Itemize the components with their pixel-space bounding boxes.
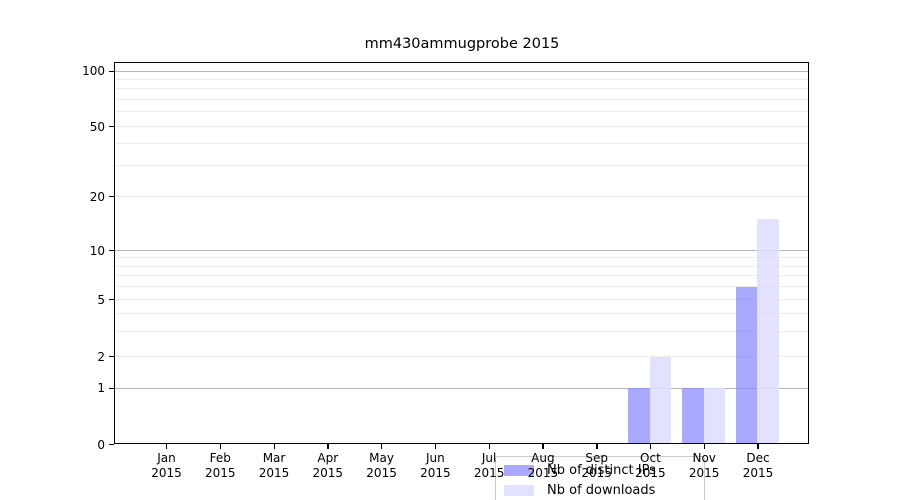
gridline-minor-5 bbox=[115, 299, 808, 300]
plot-area: Nb of distinct IPs Nb of downloads bbox=[114, 62, 809, 500]
x-tick-month: Nov bbox=[692, 451, 716, 465]
y-tick-label-100: 100 bbox=[82, 64, 105, 78]
y-tick-1 bbox=[109, 387, 114, 389]
legend-swatch-distinct-ips bbox=[504, 464, 534, 476]
bar-ips-nov bbox=[682, 388, 704, 443]
x-tick-month: Jun bbox=[425, 451, 445, 465]
gridline-minor-60 bbox=[115, 111, 808, 113]
x-tick-dec bbox=[757, 444, 759, 449]
x-tick-label-jan: Jan 2015 bbox=[127, 451, 207, 481]
gridline-minor-3 bbox=[115, 330, 808, 332]
x-tick-year: 2015 bbox=[366, 466, 397, 480]
gridline-major-10 bbox=[115, 250, 808, 251]
y-tick-label-1: 1 bbox=[97, 381, 105, 395]
x-tick-label-apr: Apr 2015 bbox=[288, 451, 368, 481]
y-tick-20 bbox=[109, 196, 114, 198]
y-tick-10 bbox=[109, 250, 114, 252]
y-tick-label-10: 10 bbox=[89, 243, 105, 258]
y-tick-0 bbox=[109, 444, 114, 446]
legend-entry-downloads: Nb of downloads bbox=[496, 480, 704, 500]
y-tick-2 bbox=[109, 356, 114, 358]
x-tick-month: Oct bbox=[640, 451, 661, 465]
gridline-minor-30 bbox=[115, 165, 808, 167]
x-tick-mar bbox=[273, 444, 275, 449]
x-tick-year: 2015 bbox=[635, 466, 666, 480]
bar-ips-oct bbox=[628, 388, 650, 443]
x-tick-month: Jan bbox=[157, 451, 176, 465]
y-tick-5 bbox=[109, 299, 114, 301]
bar-ips-dec bbox=[735, 286, 758, 443]
x-tick-label-jun: Jun 2015 bbox=[395, 451, 475, 481]
gridline-minor-4 bbox=[115, 312, 808, 314]
gridline-minor-2 bbox=[115, 356, 808, 357]
gridline-minor-6 bbox=[115, 286, 808, 288]
chart-title: mm430ammugprobe 2015 bbox=[364, 36, 560, 52]
x-tick-year: 2015 bbox=[688, 466, 720, 480]
y-tick-50 bbox=[109, 126, 114, 128]
gridline-major-1 bbox=[115, 387, 808, 389]
x-tick-apr bbox=[327, 444, 329, 449]
x-tick-year: 2015 bbox=[258, 466, 290, 480]
x-tick-sep bbox=[596, 444, 598, 449]
y-tick-label-5: 5 bbox=[97, 292, 105, 307]
x-tick-year: 2015 bbox=[151, 466, 182, 480]
legend-label-distinct-ips: Nb of distinct IPs bbox=[547, 462, 656, 478]
gridline-minor-40 bbox=[115, 143, 808, 145]
x-tick-year: 2015 bbox=[581, 466, 612, 480]
x-tick-label-aug: Aug 2015 bbox=[503, 451, 583, 481]
y-tick-100 bbox=[109, 70, 114, 72]
legend-swatch-downloads bbox=[504, 484, 534, 496]
gridline-minor-9 bbox=[115, 257, 808, 259]
x-tick-jan bbox=[166, 444, 168, 449]
gridline-minor-8 bbox=[115, 265, 808, 267]
x-tick-month: Jul bbox=[481, 451, 497, 465]
x-tick-year: 2015 bbox=[742, 466, 774, 480]
legend: Nb of distinct IPs Nb of downloads bbox=[495, 456, 705, 500]
y-tick-label-50: 50 bbox=[89, 119, 105, 134]
gridline-minor-50 bbox=[115, 126, 808, 127]
bar-downloads-nov bbox=[703, 388, 726, 443]
x-tick-month: Sep bbox=[585, 451, 608, 465]
gridline-minor-20 bbox=[115, 196, 808, 197]
x-tick-jul bbox=[488, 444, 490, 449]
x-tick-label-dec: Dec 2015 bbox=[718, 451, 798, 481]
x-tick-month: Feb bbox=[209, 451, 231, 465]
x-tick-label-nov: Nov 2015 bbox=[664, 451, 744, 481]
gridline-minor-70 bbox=[115, 99, 808, 101]
x-tick-jun bbox=[434, 444, 437, 449]
x-tick-month: May bbox=[369, 451, 394, 465]
x-tick-month: Dec bbox=[746, 451, 770, 465]
x-tick-year: 2015 bbox=[204, 466, 236, 480]
y-tick-label-20: 20 bbox=[89, 189, 105, 204]
x-tick-year: 2015 bbox=[420, 466, 451, 480]
legend-entry-distinct-ips: Nb of distinct IPs bbox=[496, 460, 704, 480]
x-tick-year: 2015 bbox=[473, 466, 505, 480]
x-tick-year: 2015 bbox=[312, 466, 344, 480]
bar-downloads-dec bbox=[757, 218, 779, 443]
x-tick-label-jul: Jul 2015 bbox=[449, 451, 529, 481]
gridline-minor-90 bbox=[115, 78, 808, 80]
x-tick-oct bbox=[649, 444, 652, 449]
x-tick-label-feb: Feb 2015 bbox=[180, 451, 260, 481]
gridline-minor-80 bbox=[115, 88, 808, 90]
x-tick-feb bbox=[219, 444, 222, 449]
x-tick-year: 2015 bbox=[527, 466, 559, 480]
x-tick-nov bbox=[703, 444, 706, 449]
legend-label-downloads: Nb of downloads bbox=[547, 482, 656, 498]
x-tick-label-sep: Sep 2015 bbox=[557, 451, 637, 481]
x-tick-month: Mar bbox=[262, 451, 286, 465]
x-tick-may bbox=[381, 444, 383, 449]
y-tick-label-2: 2 bbox=[97, 349, 105, 364]
x-tick-label-may: May 2015 bbox=[342, 451, 422, 481]
bar-downloads-oct bbox=[649, 356, 672, 443]
y-tick-label-0: 0 bbox=[97, 437, 105, 452]
gridline-major-100 bbox=[115, 70, 808, 72]
x-tick-month: Aug bbox=[531, 451, 555, 465]
gridline-minor-7 bbox=[115, 275, 808, 277]
x-tick-aug bbox=[542, 444, 544, 449]
x-tick-label-mar: Mar 2015 bbox=[234, 451, 314, 481]
x-tick-month: Apr bbox=[317, 451, 339, 465]
x-tick-label-oct: Oct 2015 bbox=[610, 451, 690, 481]
